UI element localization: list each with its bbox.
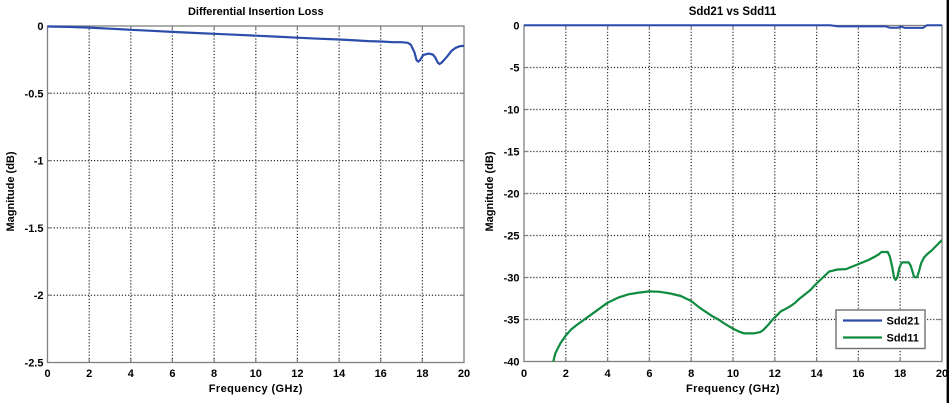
svg-text:10: 10 [250,368,262,380]
svg-text:10: 10 [727,368,739,380]
svg-text:-5: -5 [510,63,520,75]
svg-text:8: 8 [688,368,694,380]
svg-text:16: 16 [852,368,864,380]
svg-text:14: 14 [810,368,823,380]
svg-text:-15: -15 [504,147,520,159]
svg-text:-25: -25 [504,231,520,243]
svg-text:0: 0 [37,21,43,33]
svg-text:-2: -2 [34,290,44,302]
svg-text:Differential Insertion Loss: Differential Insertion Loss [188,6,324,18]
svg-text:8: 8 [211,368,217,380]
svg-text:6: 6 [646,368,652,380]
svg-text:-0.5: -0.5 [25,88,44,100]
svg-text:12: 12 [291,368,303,380]
svg-text:16: 16 [375,368,387,380]
svg-text:Sdd21: Sdd21 [887,316,920,328]
svg-text:-35: -35 [504,315,520,327]
svg-text:18: 18 [416,368,428,380]
svg-text:0: 0 [521,368,527,380]
svg-text:Frequency (GHz): Frequency (GHz) [209,383,303,395]
svg-text:0: 0 [513,21,519,33]
svg-text:Frequency (GHz): Frequency (GHz) [686,383,780,395]
svg-text:-30: -30 [504,273,520,285]
svg-text:2: 2 [563,368,569,380]
svg-text:-1: -1 [34,156,44,168]
svg-text:Sdd11: Sdd11 [887,333,919,345]
svg-text:Magnitude (dB): Magnitude (dB) [484,151,496,231]
svg-text:Sdd21 vs Sdd11: Sdd21 vs Sdd11 [689,6,777,18]
svg-text:4: 4 [128,368,135,380]
svg-text:12: 12 [769,368,781,380]
svg-text:-2.5: -2.5 [25,358,44,370]
svg-text:-40: -40 [504,357,520,369]
svg-text:-20: -20 [504,189,520,201]
svg-text:Magnitude (dB): Magnitude (dB) [5,151,17,231]
svg-text:6: 6 [169,368,175,380]
svg-text:20: 20 [936,368,948,380]
svg-text:0: 0 [44,368,50,380]
svg-text:-1.5: -1.5 [25,223,44,235]
svg-text:-10: -10 [504,105,520,117]
svg-text:20: 20 [458,368,470,380]
svg-text:4: 4 [605,368,612,380]
svg-text:18: 18 [894,368,906,380]
svg-text:2: 2 [86,368,92,380]
svg-text:14: 14 [333,368,346,380]
